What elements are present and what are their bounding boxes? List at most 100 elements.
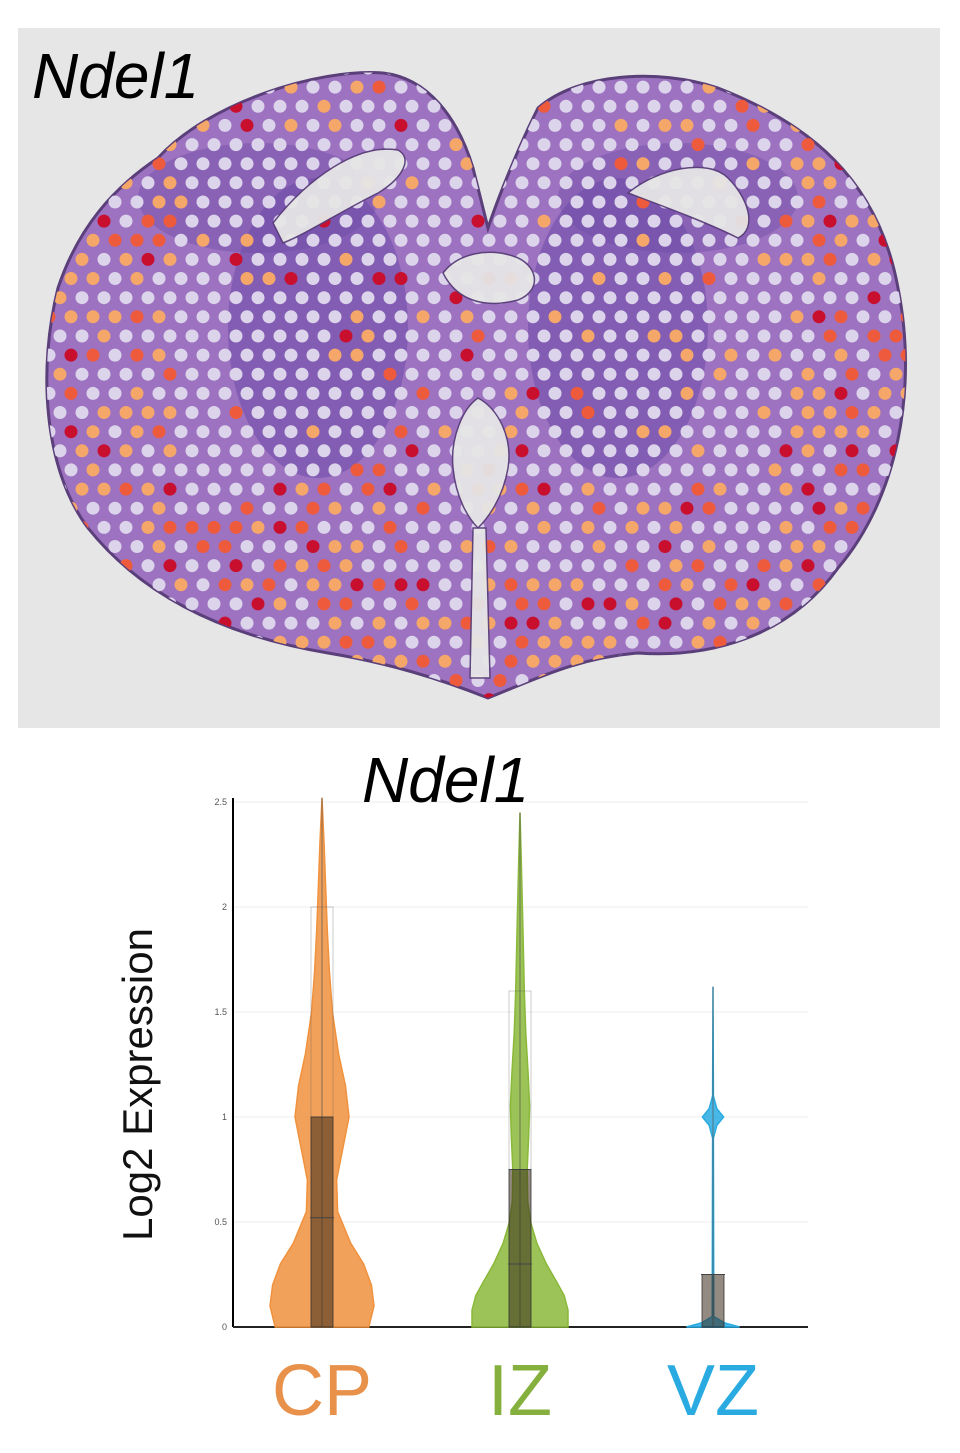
expression-spot — [46, 348, 56, 362]
expression-spot — [207, 252, 221, 266]
expression-spot — [559, 597, 573, 611]
expression-spot — [669, 406, 683, 419]
expression-spot — [185, 252, 199, 266]
expression-spot — [724, 540, 738, 553]
expression-spot — [713, 329, 727, 343]
iqr-box — [701, 1274, 725, 1328]
expression-spot — [867, 252, 881, 266]
expression-spot — [64, 118, 78, 132]
expression-spot — [779, 252, 793, 266]
expression-spot — [504, 693, 518, 699]
expression-spot — [702, 272, 716, 285]
expression-spot — [581, 444, 595, 458]
expression-spot — [592, 578, 606, 592]
expression-spot — [152, 310, 166, 324]
expression-spot — [856, 463, 870, 477]
expression-spot — [328, 310, 342, 324]
expression-spot — [614, 425, 628, 439]
expression-spot — [768, 118, 782, 132]
expression-spot — [912, 559, 925, 572]
expression-spot — [240, 233, 254, 247]
expression-spot — [383, 99, 397, 113]
expression-spot — [339, 597, 353, 611]
expression-spot — [713, 367, 727, 381]
expression-spot — [350, 463, 364, 477]
expression-spot — [251, 520, 265, 534]
expression-spot — [141, 406, 155, 419]
expression-spot — [570, 272, 584, 285]
expression-spot — [504, 386, 518, 400]
expression-spot — [207, 520, 221, 534]
expression-spot — [295, 520, 309, 534]
expression-spot — [647, 99, 661, 113]
expression-spot — [273, 72, 287, 75]
expression-spot — [218, 463, 232, 477]
expression-spot — [912, 62, 925, 75]
expression-spot — [735, 559, 749, 573]
expression-spot — [592, 501, 606, 515]
expression-spot — [163, 291, 177, 305]
expression-spot — [460, 616, 474, 630]
expression-spot — [823, 72, 837, 75]
expression-spot — [625, 252, 639, 266]
expression-spot — [97, 367, 111, 381]
expression-spot — [900, 233, 906, 247]
expression-spot — [460, 540, 474, 553]
expression-spot — [328, 578, 342, 592]
expression-spot — [581, 99, 595, 113]
expression-spot — [647, 214, 661, 228]
expression-spot — [438, 195, 452, 209]
expression-spot — [361, 520, 375, 534]
expression-spot — [757, 138, 771, 152]
expression-spot — [317, 367, 331, 381]
expression-spot — [141, 291, 155, 305]
expression-spot — [867, 444, 881, 458]
expression-spot — [262, 195, 276, 209]
expression-spot — [790, 80, 804, 94]
expression-spot — [449, 329, 463, 343]
expression-spot — [713, 674, 727, 687]
expression-spot — [306, 118, 320, 132]
expression-spot — [427, 559, 441, 573]
expression-spot — [471, 138, 485, 152]
expression-spot — [691, 138, 705, 152]
expression-spot — [273, 674, 287, 687]
expression-spot — [53, 406, 67, 419]
expression-spot — [460, 693, 474, 699]
expression-spot — [32, 674, 45, 687]
iqr-box — [508, 1169, 532, 1328]
expression-spot — [801, 559, 815, 573]
expression-spot — [537, 482, 551, 496]
expression-spot — [284, 540, 298, 553]
expression-spot — [328, 348, 342, 362]
expression-spot — [427, 252, 441, 266]
expression-spot — [405, 520, 419, 534]
expression-spot — [812, 578, 826, 592]
expression-spot — [912, 253, 925, 266]
expression-spot — [108, 501, 122, 515]
expression-spot — [526, 348, 540, 362]
x-category-label: CP — [272, 1351, 372, 1431]
expression-spot — [405, 329, 419, 343]
expression-spot — [295, 597, 309, 611]
expression-spot — [878, 654, 892, 668]
expression-spot — [845, 482, 859, 496]
expression-spot — [548, 693, 562, 699]
expression-spot — [548, 540, 562, 553]
expression-spot — [284, 501, 298, 515]
expression-spot — [548, 616, 562, 630]
expression-spot — [746, 616, 760, 630]
expression-spot — [856, 118, 870, 132]
expression-spot — [515, 329, 529, 343]
expression-spot — [32, 368, 45, 381]
expression-spot — [86, 348, 100, 362]
expression-spot — [845, 635, 859, 649]
expression-spot — [801, 520, 815, 534]
expression-spot — [856, 578, 870, 592]
expression-spot — [647, 635, 661, 649]
expression-spot — [713, 138, 727, 152]
expression-spot — [405, 291, 419, 305]
expression-spot — [834, 578, 848, 592]
expression-spot — [438, 578, 452, 592]
expression-spot — [680, 463, 694, 477]
